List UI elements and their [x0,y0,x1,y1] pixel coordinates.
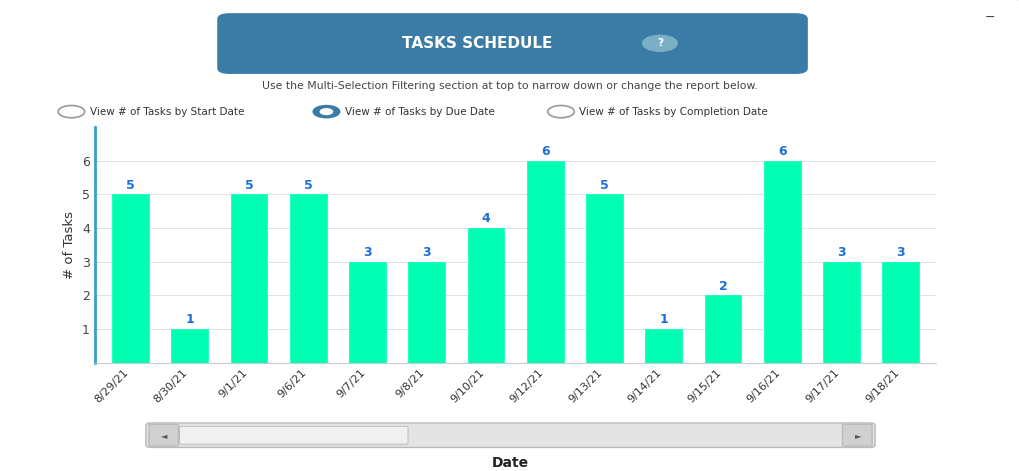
Text: 5: 5 [304,179,312,192]
Text: 5: 5 [599,179,608,192]
Y-axis label: # of Tasks: # of Tasks [63,211,76,279]
Bar [586,195,623,363]
Text: 6: 6 [540,145,549,158]
Bar [645,329,682,363]
Bar [348,262,385,363]
Text: Date: Date [491,455,528,470]
Bar [112,195,149,363]
Bar [408,262,444,363]
FancyBboxPatch shape [842,424,871,446]
Bar [881,262,918,363]
FancyBboxPatch shape [146,423,874,447]
Circle shape [642,35,677,51]
Text: −: − [984,11,995,24]
Text: TASKS SCHEDULE: TASKS SCHEDULE [401,36,552,51]
Text: ?: ? [656,38,662,49]
Text: 3: 3 [896,246,904,259]
FancyBboxPatch shape [179,426,408,444]
Text: 3: 3 [422,246,431,259]
Text: 1: 1 [185,313,194,326]
Bar [763,161,800,363]
Text: ►: ► [854,430,860,440]
Bar [467,228,503,363]
Bar [289,195,326,363]
Text: 5: 5 [245,179,253,192]
Text: 3: 3 [363,246,371,259]
Text: View # of Tasks by Start Date: View # of Tasks by Start Date [90,106,244,117]
Circle shape [58,106,85,118]
Circle shape [313,106,339,118]
Text: 1: 1 [658,313,667,326]
Text: View # of Tasks by Due Date: View # of Tasks by Due Date [344,106,494,117]
FancyBboxPatch shape [149,424,178,446]
Text: 4: 4 [481,212,490,226]
Text: Use the Multi-Selection Filtering section at top to narrow down or change the re: Use the Multi-Selection Filtering sectio… [262,81,757,91]
FancyBboxPatch shape [217,13,807,74]
Text: ◄: ◄ [161,430,167,440]
Bar [171,329,208,363]
Bar [527,161,564,363]
Circle shape [547,106,574,118]
Text: 6: 6 [777,145,786,158]
Bar [704,295,741,363]
Text: 3: 3 [837,246,845,259]
Text: View # of Tasks by Completion Date: View # of Tasks by Completion Date [579,106,767,117]
Text: 5: 5 [126,179,135,192]
Text: 2: 2 [718,280,727,292]
Circle shape [320,109,332,114]
Bar [822,262,859,363]
Bar [230,195,267,363]
